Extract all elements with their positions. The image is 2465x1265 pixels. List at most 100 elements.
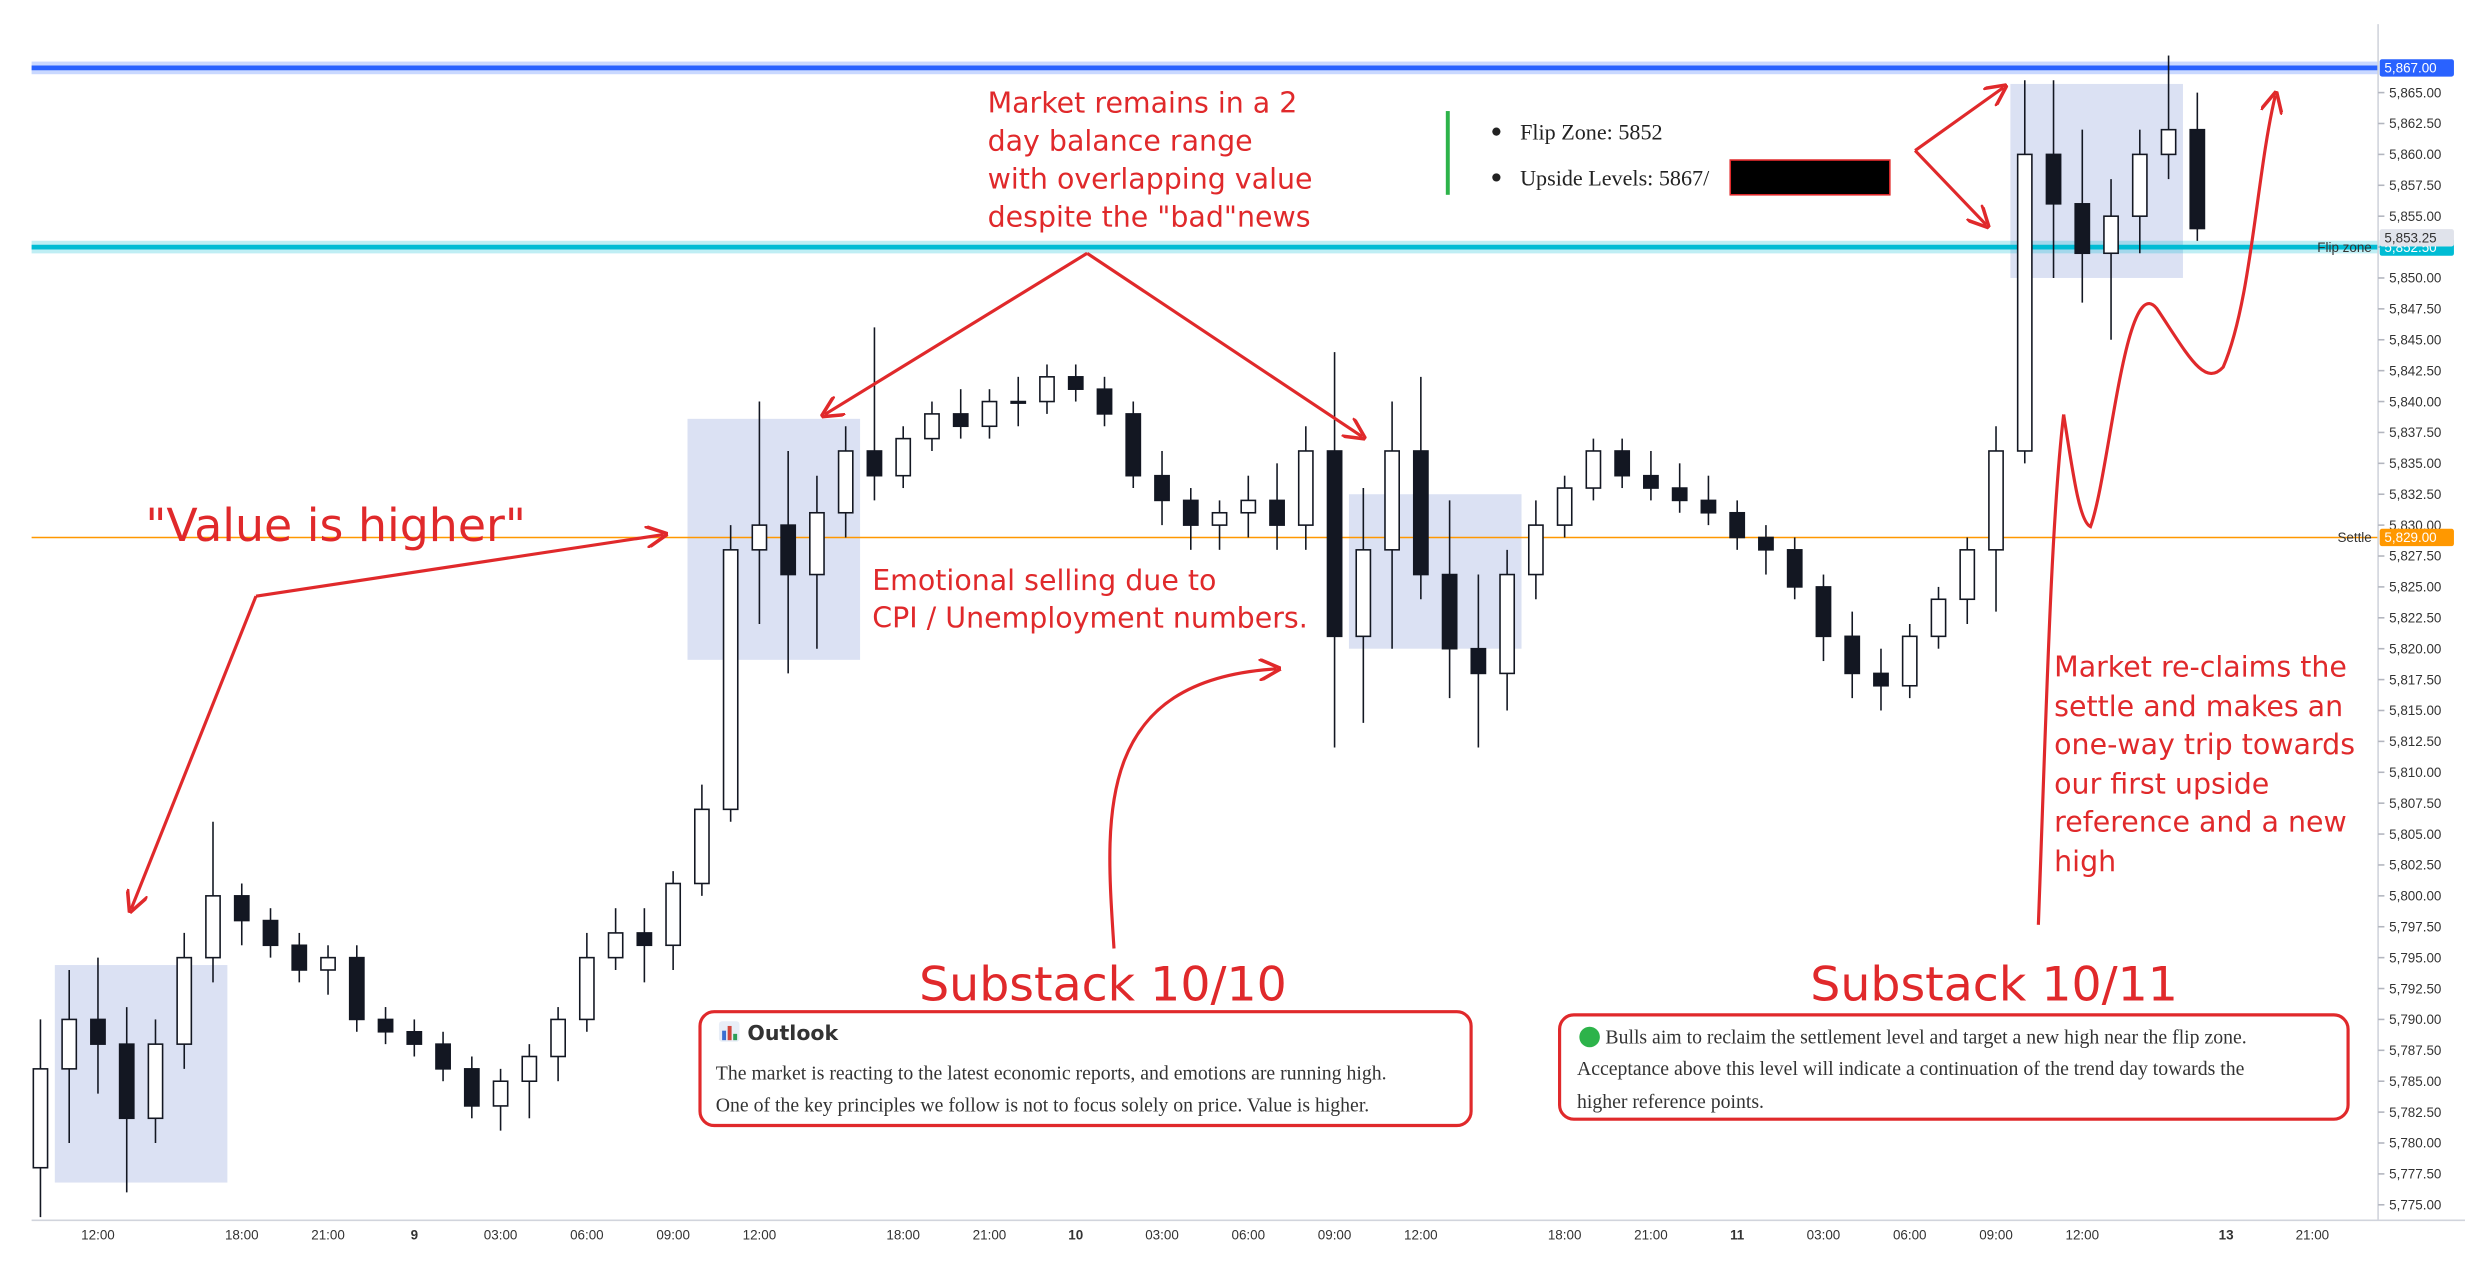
candle-body (463, 1068, 480, 1107)
candle-body (90, 1018, 106, 1045)
candle-body (550, 1018, 567, 1058)
x-tick-label: 09:00 (1318, 1227, 1352, 1242)
note-line: high (2054, 845, 2116, 878)
x-tick-label: 09:00 (656, 1227, 690, 1242)
candle-body (2103, 215, 2119, 255)
candle-body (1355, 549, 1372, 638)
candle-body (1758, 536, 1774, 551)
x-tick-label: 12:00 (1404, 1227, 1438, 1242)
candle-body (1556, 487, 1573, 526)
candle-body (1930, 598, 1947, 638)
note-line: our first upside (2054, 768, 2269, 801)
y-tick-label: 5,790.00 (2389, 1012, 2441, 1027)
note-line: Market re-claims the (2054, 651, 2347, 684)
bulls-box: Bulls aim to reclaim the settlement leve… (1558, 1013, 2350, 1121)
y-tick-label: 5,787.50 (2389, 1043, 2441, 1058)
note-line: one-way trip towards (2054, 728, 2355, 761)
candle-body (1211, 511, 1228, 526)
y-tick-label: 5,825.00 (2389, 580, 2441, 595)
price-tag (2379, 528, 2454, 547)
candle-body (1585, 450, 1602, 489)
price-tag (2379, 229, 2454, 247)
candle-body (348, 956, 365, 1021)
value-note: "Value is higher" (145, 498, 526, 552)
y-tick-label: 5,855.00 (2389, 209, 2441, 224)
candle-body (1384, 450, 1400, 551)
candle-body (636, 932, 653, 947)
y-tick-label: 5,795.00 (2389, 950, 2441, 965)
price-tag (2379, 59, 2454, 77)
y-tick-label: 5,810.00 (2389, 765, 2441, 780)
redaction (1729, 159, 1891, 196)
candle-body (1039, 376, 1055, 403)
candle-body (952, 413, 969, 428)
note-line: despite the "bad"news (988, 200, 1311, 233)
note-line: settle and makes an (2054, 690, 2343, 723)
flip-box: Flip Zone: 5852 Upside Levels: 5867/ (1418, 107, 1914, 198)
y-tick-label: 5,850.00 (2389, 271, 2441, 286)
x-tick-label: 12:00 (81, 1227, 115, 1242)
flip-line: Flip Zone: 5852 (1520, 120, 1662, 145)
box-frame (1558, 1013, 2350, 1121)
candle-body (665, 882, 682, 947)
candle-body (578, 956, 595, 1021)
candle-body (1786, 549, 1803, 588)
green-dot (1579, 1026, 1600, 1048)
candle-body (176, 956, 193, 1045)
candle-body (118, 1043, 135, 1120)
value-area (54, 965, 228, 1183)
candle-body (291, 944, 308, 971)
y-tick-label: 5,785.00 (2389, 1074, 2441, 1089)
candle-body (1125, 413, 1142, 477)
candle-body (1643, 474, 1659, 489)
level-name: Settle (2337, 530, 2371, 545)
candle-body (2074, 203, 2091, 255)
x-tick-label: 09:00 (1979, 1227, 2013, 1242)
candle-body (406, 1030, 423, 1045)
price-tag-label: 5,829.00 (2384, 530, 2436, 545)
y-tick-label: 5,840.00 (2389, 394, 2441, 409)
candle-body (1873, 672, 1889, 687)
candle-body (233, 895, 250, 922)
annotation-arrows (131, 87, 2275, 949)
emotional-note: Emotional selling due to CPI / Unemploym… (872, 564, 1308, 635)
y-tick-label: 5,865.00 (2389, 85, 2441, 100)
bulls-line: Bulls aim to reclaim the settlement leve… (1605, 1026, 2246, 1048)
flip-line: Upside Levels: 5867/ (1520, 165, 1710, 190)
y-tick-label: 5,812.50 (2389, 734, 2441, 749)
x-tick-label: 10 (1068, 1227, 1083, 1242)
candle-body (1729, 511, 1746, 539)
value-area (687, 418, 861, 660)
candle-body (751, 524, 768, 551)
x-tick-label: 11 (1730, 1227, 1745, 1242)
y-tick-label: 5,857.50 (2389, 178, 2441, 193)
candle-body (2189, 128, 2206, 230)
level-name: Flip zone (2317, 240, 2371, 255)
candle-body (809, 511, 825, 576)
x-tick-label: 06:00 (1893, 1227, 1927, 1242)
x-tick-label: 13 (2219, 1227, 2234, 1242)
y-tick-label: 5,832.50 (2389, 487, 2441, 502)
x-tick-label: 12:00 (2065, 1227, 2099, 1242)
candle-body (2131, 153, 2148, 217)
candle-body (2016, 153, 2033, 452)
candle-body (1412, 450, 1429, 576)
x-tick-label: 06:00 (1232, 1227, 1266, 1242)
candle-body (981, 400, 998, 428)
candle-body (924, 413, 940, 440)
candle-body (1700, 499, 1717, 514)
candle-body (1959, 549, 1976, 601)
candle-body (1010, 400, 1027, 404)
candle-body (521, 1055, 538, 1083)
candle-body (1470, 647, 1487, 675)
candle-body (1067, 376, 1084, 390)
candle-body (1901, 635, 1918, 687)
candle-body (1527, 524, 1544, 576)
candle-body (837, 450, 854, 514)
outlook-box: Outlook The market is reacting to the la… (698, 1010, 1473, 1128)
bullet (1492, 173, 1501, 182)
y-tick-label: 5,817.50 (2389, 672, 2441, 687)
candle-body (780, 524, 797, 576)
bulls-line: Acceptance above this level will indicat… (1577, 1058, 2245, 1080)
